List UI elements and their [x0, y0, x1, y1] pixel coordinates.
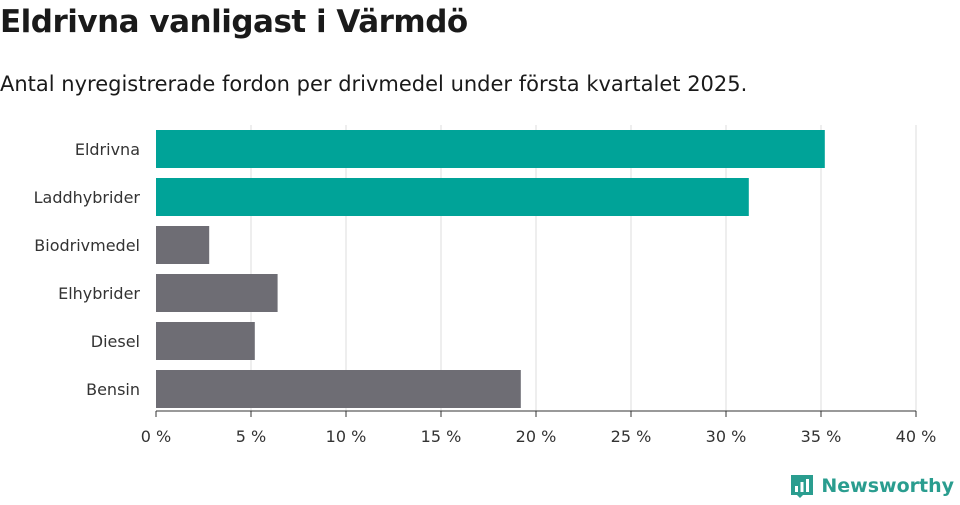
category-label: Biodrivmedel: [34, 236, 140, 255]
bar-elhybrider: [156, 274, 278, 312]
category-label: Eldrivna: [75, 140, 140, 159]
category-labels: Eldrivna Laddhybrider Biodrivmedel Elhybrid…: [34, 140, 141, 399]
bar-bensin: [156, 370, 521, 408]
x-tick-label: 40 %: [896, 427, 937, 446]
bar-diesel: [156, 322, 255, 360]
x-tick-label: 25 %: [611, 427, 652, 446]
x-tick-label: 20 %: [516, 427, 557, 446]
bar-biodrivmedel: [156, 226, 210, 264]
brand-logo: Newsworthy: [789, 473, 954, 499]
chart-title: Eldrivna vanligast i Värmdö: [0, 4, 468, 40]
category-label: Laddhybrider: [34, 188, 141, 207]
bar-laddhybrider: [156, 178, 749, 216]
bar-chart-logo-icon: [791, 475, 814, 498]
category-label: Bensin: [86, 380, 140, 399]
x-tick-label: 15 %: [421, 427, 462, 446]
x-tick-label: 5 %: [236, 427, 266, 446]
x-tick-label: 35 %: [801, 427, 842, 446]
bars: [156, 130, 825, 408]
category-label: Elhybrider: [58, 284, 140, 303]
gridlines: [250, 125, 917, 411]
x-tick-label: 0 %: [141, 427, 171, 446]
x-tick-label: 30 %: [706, 427, 747, 446]
brand-name: Newsworthy: [821, 475, 954, 497]
chart-subtitle: Antal nyregistrerade fordon per drivmede…: [0, 72, 748, 96]
bar-eldrivna: [156, 130, 825, 168]
x-tick-label: 10 %: [326, 427, 367, 446]
category-label: Diesel: [91, 332, 140, 351]
x-axis: 0 % 5 % 10 % 15 % 20 % 25 % 30 % 35 % 40 %: [141, 410, 937, 446]
